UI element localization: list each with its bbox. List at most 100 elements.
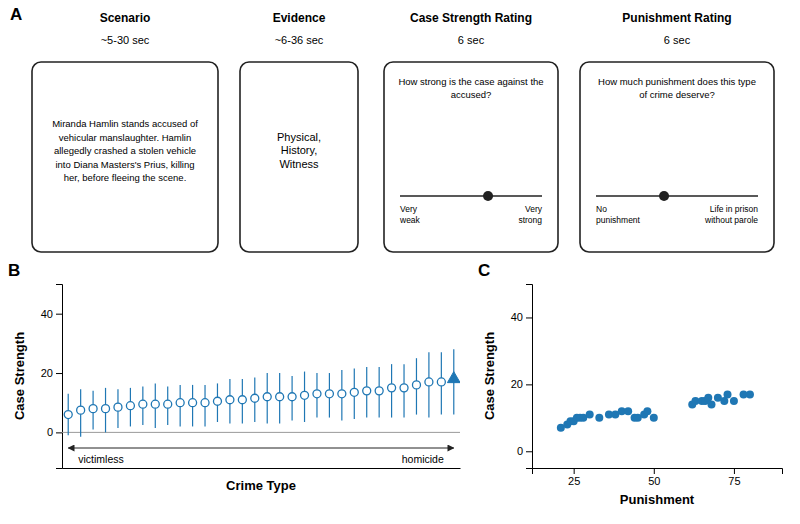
panel-c: 25 50 75 0 20 40 Punishment Case Strength C	[478, 261, 783, 507]
scale-label-line: Very	[400, 204, 418, 214]
scale-label-line: without parole	[704, 215, 758, 225]
y-axis-tick-line	[526, 451, 532, 452]
point	[650, 414, 658, 422]
point	[447, 372, 460, 383]
y-axis-tick-line	[56, 432, 62, 433]
panel-label: C	[478, 261, 490, 280]
scale-label: Nopunishment	[596, 204, 641, 225]
point	[375, 387, 383, 395]
point	[350, 388, 358, 396]
box-group: Case Strength Rating6 secHow strong is t…	[384, 11, 558, 252]
x-axis-tick-label: 25	[568, 475, 580, 487]
scale-label-line: strong	[518, 215, 542, 225]
box-body-line: How strong is the case against the	[398, 76, 543, 87]
rating-scale	[596, 195, 758, 197]
box-body-line: Miranda Hamlin stands accused of	[52, 118, 198, 129]
x-axis-title: Punishment	[620, 492, 695, 507]
box-body-line: allegedly crashed a stolen vehicle	[54, 145, 196, 156]
y-axis-tick-label: 40	[41, 308, 53, 320]
y-axis-tick-line	[56, 314, 62, 315]
scale-label: Verystrong	[518, 204, 542, 225]
x-axis-tick-line	[734, 468, 735, 474]
panel-a: AScenario~5-30 secMiranda Hamlin stands …	[10, 5, 774, 252]
box-title: Case Strength Rating	[410, 11, 532, 25]
point	[313, 390, 321, 398]
box	[580, 62, 774, 252]
y-axis: 0 20 40	[511, 285, 533, 469]
box-body-line: Witness	[279, 158, 319, 170]
box-title: Punishment Rating	[622, 11, 731, 25]
point	[586, 410, 594, 418]
x-axis-tick: 75	[728, 468, 740, 487]
point	[189, 399, 197, 407]
series	[64, 352, 445, 437]
x-axis-domain	[63, 468, 461, 469]
point	[263, 393, 271, 401]
box-body-line: of crime deserve?	[639, 89, 715, 100]
scale-label-line: Life in prison	[710, 204, 758, 214]
box-body-line: accused?	[451, 89, 492, 100]
x-axis-tick: 25	[568, 468, 580, 487]
box-body: Miranda Hamlin stands accused ofvehicula…	[52, 118, 198, 183]
y-axis-tick: 0	[517, 445, 532, 457]
box	[240, 62, 358, 252]
point	[164, 400, 172, 408]
point	[338, 390, 346, 398]
x-axis-tick: 50	[648, 468, 660, 487]
box-body: How much punishment does this type of cri…	[598, 76, 756, 100]
point	[77, 406, 85, 414]
point	[730, 397, 738, 405]
y-axis-tick-label: 0	[47, 426, 53, 438]
point	[102, 405, 110, 413]
point	[325, 390, 333, 398]
y-axis-tick: 20	[511, 378, 532, 390]
box-group: Scenario ~5-30 sec Miranda Hamlin stands a…	[32, 11, 218, 252]
annotation: homicide	[402, 453, 444, 465]
point	[89, 405, 97, 413]
box-body-line: History,	[281, 144, 317, 156]
chart: AScenario~5-30 secMiranda Hamlin stands …	[0, 0, 800, 524]
panel-b: 02040victimlesshomicideCrime TypeCase St…	[8, 261, 461, 493]
y-axis-tick: 0	[47, 426, 62, 438]
point	[238, 396, 246, 404]
point	[595, 414, 603, 422]
rating-dot	[483, 191, 493, 201]
point	[363, 387, 371, 395]
box-subtitle: ~6-36 sec	[275, 34, 324, 46]
scale-label-line: punishment	[596, 215, 641, 225]
box-title: Scenario	[100, 11, 151, 25]
box-body-line: her, before fleeing the scene.	[64, 172, 187, 183]
x-axis	[63, 468, 461, 469]
point	[251, 394, 259, 402]
x-axis-tick-label: 50	[648, 475, 660, 487]
y-axis-tick: 20	[41, 367, 62, 379]
box-subtitle: ~5-30 sec	[101, 34, 150, 46]
rating-scale	[400, 195, 542, 197]
point	[288, 393, 296, 401]
point	[114, 403, 122, 411]
y-axis: 0 20 40	[41, 285, 63, 469]
point	[425, 378, 433, 386]
box	[384, 62, 558, 252]
point	[301, 391, 309, 399]
box-body: How strong is the case against the accuse…	[398, 76, 543, 100]
scale-label: Life in prisonwithout parole	[704, 204, 758, 225]
box-body-line: into Diana Masters's Prius, killing	[55, 158, 194, 169]
y-axis-tick-line	[526, 317, 532, 318]
y-axis-tick-label: 20	[511, 378, 523, 390]
reference-line	[62, 432, 460, 433]
point	[643, 407, 651, 415]
y-axis-tick: 40	[511, 311, 532, 323]
y-axis-domain	[56, 285, 63, 469]
y-axis-tick-label: 0	[517, 445, 523, 457]
point	[139, 400, 147, 408]
scale-label-line: weak	[399, 215, 421, 225]
x-axis-tick-line	[574, 468, 575, 474]
point	[388, 384, 396, 392]
box-body-line: How much punishment does this type	[598, 76, 756, 87]
point	[213, 397, 221, 405]
point	[437, 378, 445, 386]
rating-dot	[659, 191, 669, 201]
box-group: Punishment Rating6 secHow much punishmen…	[580, 11, 774, 252]
y-axis-title: Case Strength	[482, 332, 497, 420]
